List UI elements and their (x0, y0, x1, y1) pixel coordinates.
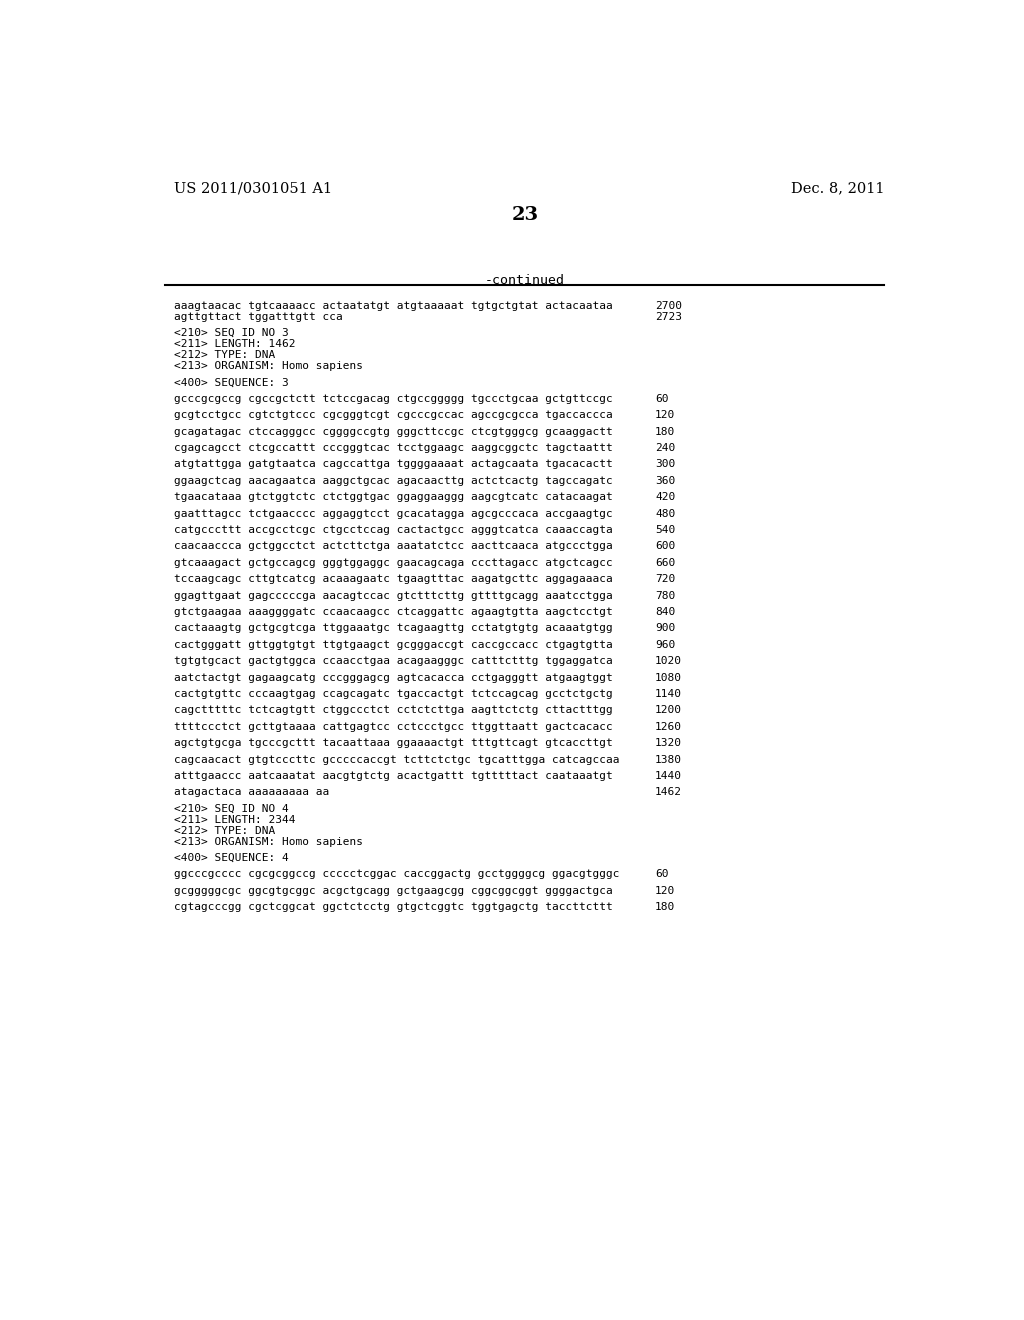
Text: <211> LENGTH: 2344: <211> LENGTH: 2344 (174, 814, 296, 825)
Text: <213> ORGANISM: Homo sapiens: <213> ORGANISM: Homo sapiens (174, 360, 364, 371)
Text: <212> TYPE: DNA: <212> TYPE: DNA (174, 826, 275, 836)
Text: 1462: 1462 (655, 788, 682, 797)
Text: cgtagcccgg cgctcggcat ggctctcctg gtgctcggtc tggtgagctg taccttcttt: cgtagcccgg cgctcggcat ggctctcctg gtgctcg… (174, 903, 613, 912)
Text: atagactaca aaaaaaaaa aa: atagactaca aaaaaaaaa aa (174, 788, 330, 797)
Text: <211> LENGTH: 1462: <211> LENGTH: 1462 (174, 339, 296, 348)
Text: gtcaaagact gctgccagcg gggtggaggc gaacagcaga cccttagacc atgctcagcc: gtcaaagact gctgccagcg gggtggaggc gaacagc… (174, 558, 613, 568)
Text: 120: 120 (655, 411, 675, 420)
Text: 480: 480 (655, 508, 675, 519)
Text: tccaagcagc cttgtcatcg acaaagaatc tgaagtttac aagatgcttc aggagaaaca: tccaagcagc cttgtcatcg acaaagaatc tgaagtt… (174, 574, 613, 585)
Text: <212> TYPE: DNA: <212> TYPE: DNA (174, 350, 275, 360)
Text: tgaacataaa gtctggtctc ctctggtgac ggaggaaggg aagcgtcatc catacaagat: tgaacataaa gtctggtctc ctctggtgac ggaggaa… (174, 492, 613, 502)
Text: 360: 360 (655, 475, 675, 486)
Text: 900: 900 (655, 623, 675, 634)
Text: 960: 960 (655, 640, 675, 649)
Text: <400> SEQUENCE: 3: <400> SEQUENCE: 3 (174, 378, 289, 387)
Text: 120: 120 (655, 886, 675, 896)
Text: ggaagctcag aacagaatca aaggctgcac agacaacttg actctcactg tagccagatc: ggaagctcag aacagaatca aaggctgcac agacaac… (174, 475, 613, 486)
Text: tgtgtgcact gactgtggca ccaacctgaa acagaagggc catttctttg tggaggatca: tgtgtgcact gactgtggca ccaacctgaa acagaag… (174, 656, 613, 667)
Text: ttttccctct gcttgtaaaa cattgagtcc cctccctgcc ttggttaatt gactcacacc: ttttccctct gcttgtaaaa cattgagtcc cctccct… (174, 722, 613, 731)
Text: <400> SEQUENCE: 4: <400> SEQUENCE: 4 (174, 853, 289, 863)
Text: aaagtaacac tgtcaaaacc actaatatgt atgtaaaaat tgtgctgtat actacaataa: aaagtaacac tgtcaaaacc actaatatgt atgtaaa… (174, 301, 613, 310)
Text: cagcaacact gtgtcccttc gcccccaccgt tcttctctgc tgcatttgga catcagccaa: cagcaacact gtgtcccttc gcccccaccgt tcttct… (174, 755, 620, 764)
Text: 1080: 1080 (655, 673, 682, 682)
Text: caacaaccca gctggcctct actcttctga aaatatctcc aacttcaaca atgccctgga: caacaaccca gctggcctct actcttctga aaatatc… (174, 541, 613, 552)
Text: 240: 240 (655, 444, 675, 453)
Text: <213> ORGANISM: Homo sapiens: <213> ORGANISM: Homo sapiens (174, 837, 364, 846)
Text: cagctttttc tctcagtgtt ctggccctct cctctcttga aagttctctg cttactttgg: cagctttttc tctcagtgtt ctggccctct cctctct… (174, 705, 613, 715)
Text: cactaaagtg gctgcgtcga ttggaaatgc tcagaagttg cctatgtgtg acaaatgtgg: cactaaagtg gctgcgtcga ttggaaatgc tcagaag… (174, 623, 613, 634)
Text: atttgaaccc aatcaaatat aacgtgtctg acactgattt tgtttttact caataaatgt: atttgaaccc aatcaaatat aacgtgtctg acactga… (174, 771, 613, 781)
Text: 1200: 1200 (655, 705, 682, 715)
Text: gtctgaagaa aaaggggatc ccaacaagcc ctcaggattc agaagtgtta aagctcctgt: gtctgaagaa aaaggggatc ccaacaagcc ctcagga… (174, 607, 613, 616)
Text: gcgggggcgc ggcgtgcggc acgctgcagg gctgaagcgg cggcggcggt ggggactgca: gcgggggcgc ggcgtgcggc acgctgcagg gctgaag… (174, 886, 613, 896)
Text: cactgtgttc cccaagtgag ccagcagatc tgaccactgt tctccagcag gcctctgctg: cactgtgttc cccaagtgag ccagcagatc tgaccac… (174, 689, 613, 700)
Text: Dec. 8, 2011: Dec. 8, 2011 (791, 182, 885, 195)
Text: aatctactgt gagaagcatg cccgggagcg agtcacacca cctgagggtt atgaagtggt: aatctactgt gagaagcatg cccgggagcg agtcaca… (174, 673, 613, 682)
Text: US 2011/0301051 A1: US 2011/0301051 A1 (174, 182, 333, 195)
Text: 180: 180 (655, 426, 675, 437)
Text: 840: 840 (655, 607, 675, 616)
Text: ggagttgaat gagcccccga aacagtccac gtctttcttg gttttgcagg aaatcctgga: ggagttgaat gagcccccga aacagtccac gtctttc… (174, 590, 613, 601)
Text: 300: 300 (655, 459, 675, 470)
Text: 660: 660 (655, 558, 675, 568)
Text: <210> SEQ ID NO 3: <210> SEQ ID NO 3 (174, 329, 289, 338)
Text: atgtattgga gatgtaatca cagccattga tggggaaaat actagcaata tgacacactt: atgtattgga gatgtaatca cagccattga tggggaa… (174, 459, 613, 470)
Text: 780: 780 (655, 590, 675, 601)
Text: 2700: 2700 (655, 301, 682, 310)
Text: agttgttact tggatttgtt cca: agttgttact tggatttgtt cca (174, 312, 343, 322)
Text: gaatttagcc tctgaacccc aggaggtcct gcacatagga agcgcccaca accgaagtgc: gaatttagcc tctgaacccc aggaggtcct gcacata… (174, 508, 613, 519)
Text: 60: 60 (655, 870, 669, 879)
Text: gcccgcgccg cgccgctctt tctccgacag ctgccggggg tgccctgcaa gctgttccgc: gcccgcgccg cgccgctctt tctccgacag ctgccgg… (174, 393, 613, 404)
Text: 600: 600 (655, 541, 675, 552)
Text: <210> SEQ ID NO 4: <210> SEQ ID NO 4 (174, 804, 289, 814)
Text: 1260: 1260 (655, 722, 682, 731)
Text: ggcccgcccc cgcgcggccg ccccctcggac caccggactg gcctggggcg ggacgtgggc: ggcccgcccc cgcgcggccg ccccctcggac caccgg… (174, 870, 620, 879)
Text: 540: 540 (655, 525, 675, 535)
Text: 1320: 1320 (655, 738, 682, 748)
Text: 1380: 1380 (655, 755, 682, 764)
Text: cgagcagcct ctcgccattt cccgggtcac tcctggaagc aaggcggctc tagctaattt: cgagcagcct ctcgccattt cccgggtcac tcctgga… (174, 444, 613, 453)
Text: 23: 23 (511, 206, 539, 224)
Text: 2723: 2723 (655, 312, 682, 322)
Text: catgcccttt accgcctcgc ctgcctccag cactactgcc agggtcatca caaaccagta: catgcccttt accgcctcgc ctgcctccag cactact… (174, 525, 613, 535)
Text: gcgtcctgcc cgtctgtccc cgcgggtcgt cgcccgccac agccgcgcca tgaccaccca: gcgtcctgcc cgtctgtccc cgcgggtcgt cgcccgc… (174, 411, 613, 420)
Text: 1440: 1440 (655, 771, 682, 781)
Text: gcagatagac ctccagggcc cggggccgtg gggcttccgc ctcgtgggcg gcaaggactt: gcagatagac ctccagggcc cggggccgtg gggcttc… (174, 426, 613, 437)
Text: 420: 420 (655, 492, 675, 502)
Text: 180: 180 (655, 903, 675, 912)
Text: cactgggatt gttggtgtgt ttgtgaagct gcgggaccgt caccgccacc ctgagtgtta: cactgggatt gttggtgtgt ttgtgaagct gcgggac… (174, 640, 613, 649)
Text: 60: 60 (655, 393, 669, 404)
Text: -continued: -continued (484, 275, 565, 286)
Text: 720: 720 (655, 574, 675, 585)
Text: agctgtgcga tgcccgcttt tacaattaaa ggaaaactgt tttgttcagt gtcaccttgt: agctgtgcga tgcccgcttt tacaattaaa ggaaaac… (174, 738, 613, 748)
Text: 1020: 1020 (655, 656, 682, 667)
Text: 1140: 1140 (655, 689, 682, 700)
